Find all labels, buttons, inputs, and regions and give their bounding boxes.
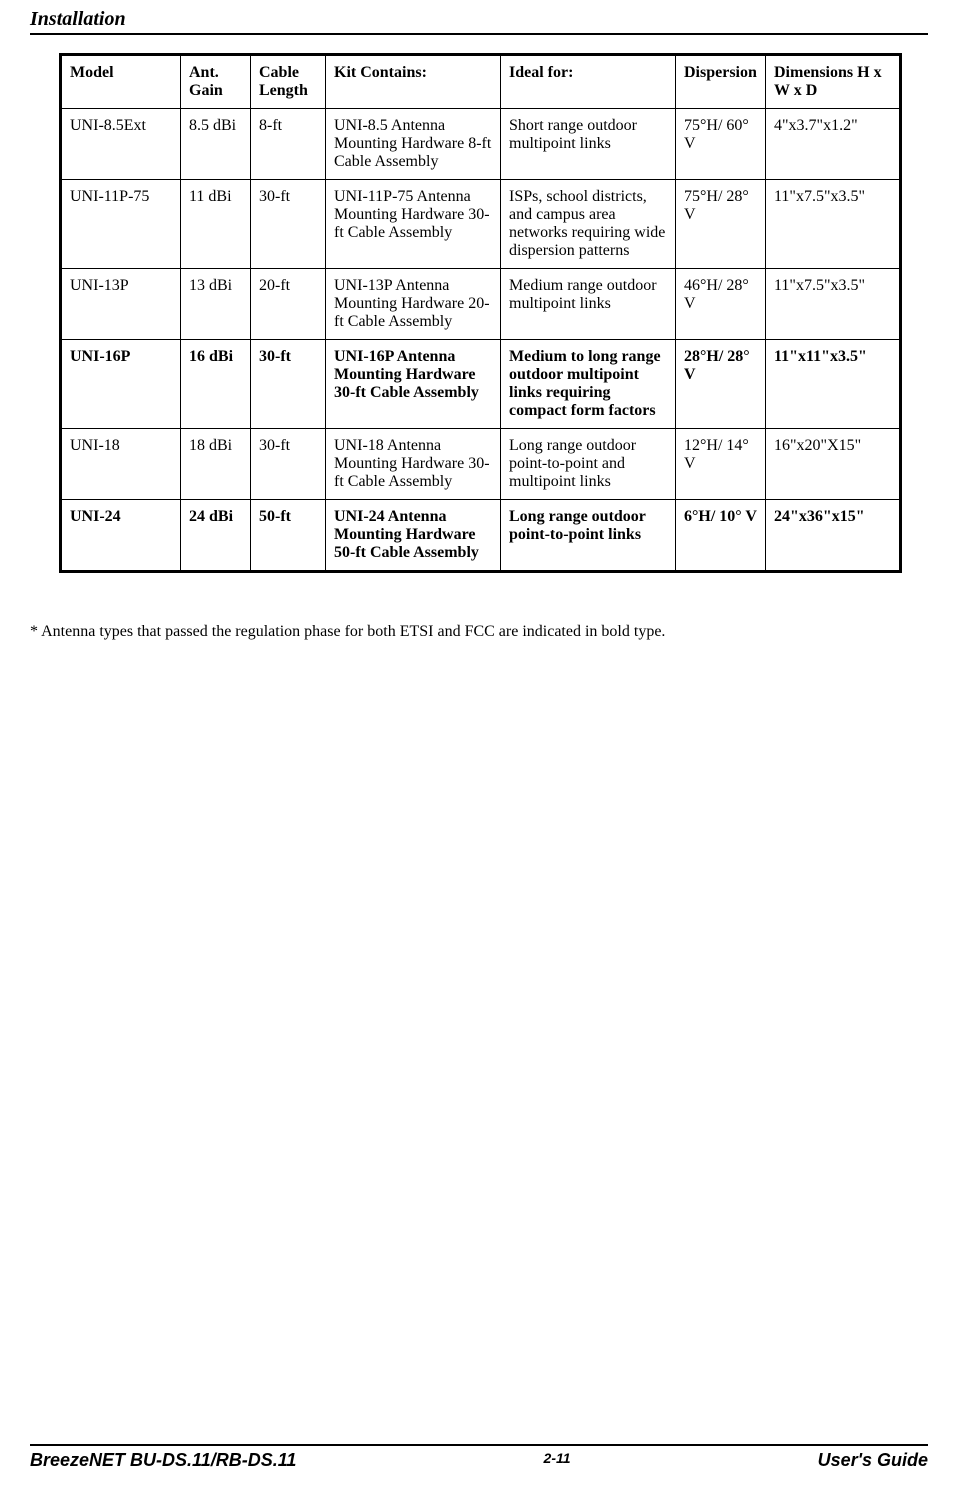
table-header-row: Model Ant. Gain Cable Length Kit Contain… — [61, 55, 901, 109]
cell-dimensions: 11"x11"x3.5" — [766, 340, 901, 429]
cell-model: UNI-13P — [61, 269, 181, 340]
cell-cable: 30-ft — [251, 180, 326, 269]
table-wrapper: Model Ant. Gain Cable Length Kit Contain… — [59, 53, 899, 573]
cell-kit: UNI-8.5 Antenna Mounting Hardware 8-ft C… — [326, 109, 501, 180]
table-row: UNI-8.5Ext 8.5 dBi 8-ft UNI-8.5 Antenna … — [61, 109, 901, 180]
footer-rule — [30, 1444, 928, 1446]
cell-gain: 16 dBi — [181, 340, 251, 429]
cell-ideal: Long range outdoor point-to-point links — [501, 500, 676, 572]
table-row: UNI-18 18 dBi 30-ft UNI-18 Antenna Mount… — [61, 429, 901, 500]
cell-gain: 24 dBi — [181, 500, 251, 572]
cell-ideal: Medium to long range outdoor multipoint … — [501, 340, 676, 429]
cell-dimensions: 4"x3.7"x1.2" — [766, 109, 901, 180]
footer-row: BreezeNET BU-DS.11/RB-DS.11 2-11 User's … — [30, 1450, 928, 1471]
table-row: UNI-11P-75 11 dBi 30-ft UNI-11P-75 Anten… — [61, 180, 901, 269]
cell-model: UNI-18 — [61, 429, 181, 500]
cell-kit: UNI-13P Antenna Mounting Hardware 20-ft … — [326, 269, 501, 340]
footer-center: 2-11 — [544, 1450, 571, 1471]
cell-ideal: ISPs, school districts, and campus area … — [501, 180, 676, 269]
cell-gain: 13 dBi — [181, 269, 251, 340]
table-body: UNI-8.5Ext 8.5 dBi 8-ft UNI-8.5 Antenna … — [61, 109, 901, 572]
cell-kit: UNI-11P-75 Antenna Mounting Hardware 30-… — [326, 180, 501, 269]
cell-dimensions: 11"x7.5"x3.5" — [766, 180, 901, 269]
header-rule — [30, 33, 928, 35]
cell-kit: UNI-24 Antenna Mounting Hardware 50-ft C… — [326, 500, 501, 572]
cell-kit: UNI-18 Antenna Mounting Hardware 30-ft C… — [326, 429, 501, 500]
cell-kit: UNI-16P Antenna Mounting Hardware 30-ft … — [326, 340, 501, 429]
table-row: UNI-13P 13 dBi 20-ft UNI-13P Antenna Mou… — [61, 269, 901, 340]
cell-cable: 50-ft — [251, 500, 326, 572]
cell-cable: 30-ft — [251, 340, 326, 429]
cell-dimensions: 11"x7.5"x3.5" — [766, 269, 901, 340]
footer-left: BreezeNET BU-DS.11/RB-DS.11 — [30, 1450, 296, 1471]
cell-cable: 30-ft — [251, 429, 326, 500]
cell-dispersion: 75°H/ 28° V — [676, 180, 766, 269]
footnote-text: * Antenna types that passed the regulati… — [30, 623, 928, 641]
table-row: UNI-24 24 dBi 50-ft UNI-24 Antenna Mount… — [61, 500, 901, 572]
col-ideal-for: Ideal for: — [501, 55, 676, 109]
cell-ideal: Medium range outdoor multipoint links — [501, 269, 676, 340]
footer-right: User's Guide — [818, 1450, 928, 1471]
cell-gain: 18 dBi — [181, 429, 251, 500]
cell-dispersion: 28°H/ 28° V — [676, 340, 766, 429]
cell-model: UNI-16P — [61, 340, 181, 429]
col-dispersion: Dispersion — [676, 55, 766, 109]
cell-model: UNI-8.5Ext — [61, 109, 181, 180]
col-cable-length: Cable Length — [251, 55, 326, 109]
cell-dispersion: 12°H/ 14° V — [676, 429, 766, 500]
cell-gain: 11 dBi — [181, 180, 251, 269]
col-model: Model — [61, 55, 181, 109]
cell-model: UNI-11P-75 — [61, 180, 181, 269]
cell-dimensions: 16"x20"X15" — [766, 429, 901, 500]
cell-dispersion: 46°H/ 28° V — [676, 269, 766, 340]
antenna-table: Model Ant. Gain Cable Length Kit Contain… — [59, 53, 902, 573]
page-footer: BreezeNET BU-DS.11/RB-DS.11 2-11 User's … — [30, 1444, 928, 1471]
col-ant-gain: Ant. Gain — [181, 55, 251, 109]
section-title: Installation — [30, 0, 928, 33]
col-dimensions: Dimensions H x W x D — [766, 55, 901, 109]
cell-cable: 8-ft — [251, 109, 326, 180]
cell-dispersion: 75°H/ 60° V — [676, 109, 766, 180]
cell-ideal: Long range outdoor point-to-point and mu… — [501, 429, 676, 500]
page-container: Installation Model Ant. Gain Cable Lengt… — [0, 0, 958, 1499]
cell-cable: 20-ft — [251, 269, 326, 340]
cell-gain: 8.5 dBi — [181, 109, 251, 180]
cell-dispersion: 6°H/ 10° V — [676, 500, 766, 572]
cell-ideal: Short range outdoor multipoint links — [501, 109, 676, 180]
table-row: UNI-16P 16 dBi 30-ft UNI-16P Antenna Mou… — [61, 340, 901, 429]
col-kit-contains: Kit Contains: — [326, 55, 501, 109]
cell-model: UNI-24 — [61, 500, 181, 572]
cell-dimensions: 24"x36"x15" — [766, 500, 901, 572]
